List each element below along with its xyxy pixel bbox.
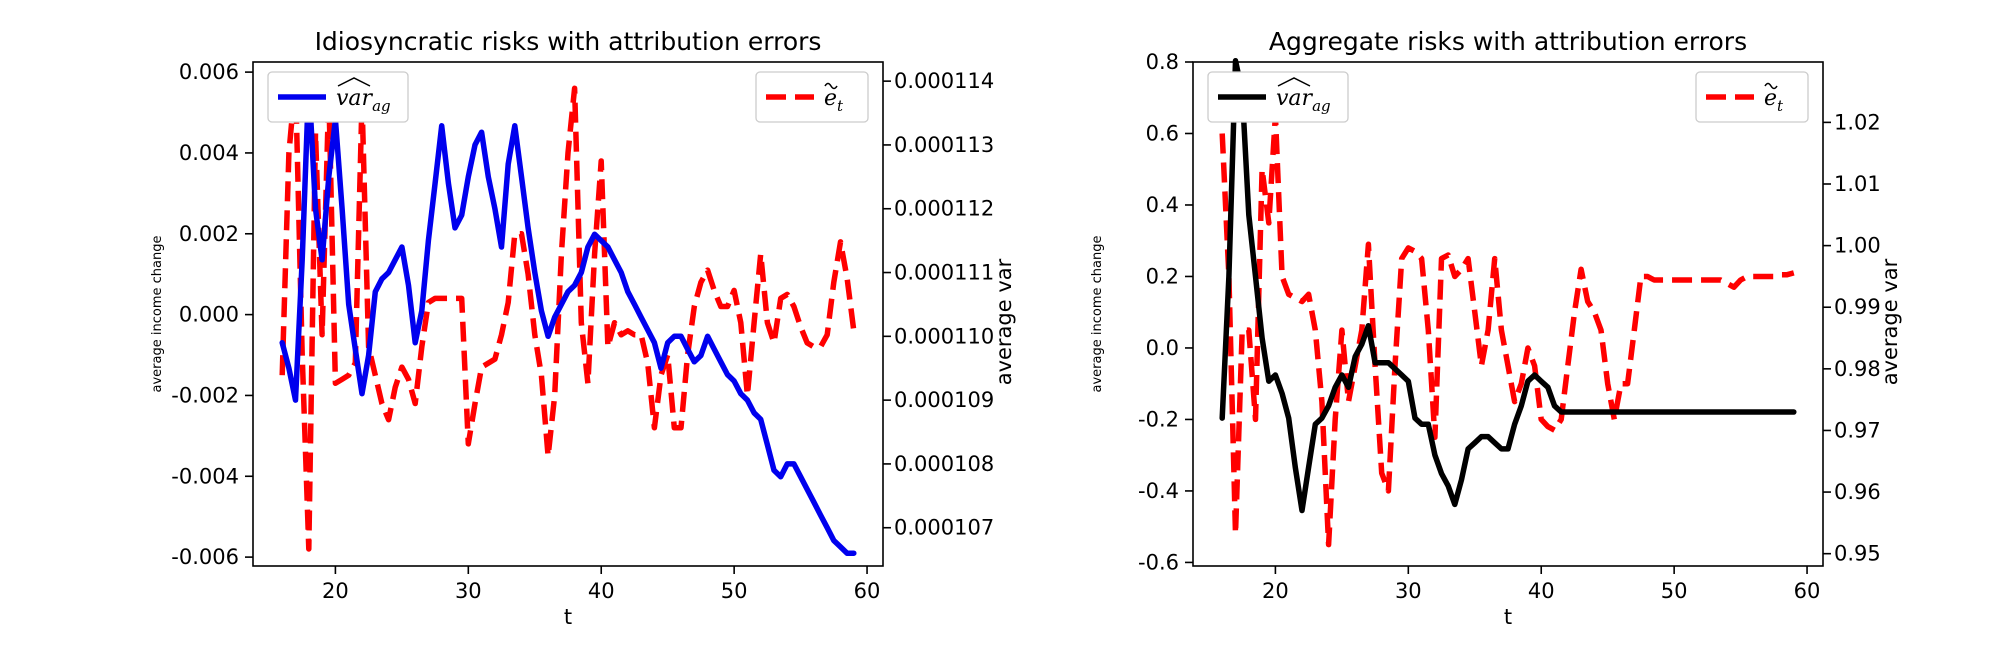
legend-tilde-accent [1764,82,1778,90]
y-tick-label-right: 0.99 [1834,295,1881,319]
x-tick-label: 30 [455,579,482,603]
y-tick-label-left: 0.4 [1146,193,1179,217]
series-line-var-ag [1219,58,1797,514]
y-tick-label-left: 0.6 [1146,121,1179,145]
series-line-var-ag [279,78,857,556]
y-tick-label-right: 0.000110 [894,324,994,348]
legend-label: varag [1276,86,1331,115]
y-tick-label-left: -0.2 [1138,407,1179,431]
x-tick-label: 60 [1794,579,1821,603]
legend-label: et [1764,86,1784,115]
y-tick-label-left: -0.4 [1138,479,1179,503]
series-line-e-t [1219,112,1795,548]
x-axis-label: t [1504,605,1512,629]
x-tick-label: 20 [1262,579,1289,603]
legend-left: varag [267,71,409,123]
y-axis-label-left: average income change [1090,236,1105,393]
legend-box [267,71,409,123]
y-tick-label-left: -0.6 [1138,550,1179,574]
legend-right: et [755,71,869,123]
series-line-e-t [279,77,857,552]
x-tick-label: 50 [721,579,748,603]
y-tick-label-left: 0.2 [1146,264,1179,288]
legend-tilde-accent [824,82,838,90]
y-tick-label-left: 0.8 [1146,50,1179,74]
y-tick-label-right: 0.000111 [894,261,994,285]
x-tick-label: 40 [588,579,615,603]
x-tick-label: 50 [1661,579,1688,603]
y-tick-label-left: 0.002 [179,222,239,246]
chart-panel-1: 20 30 40 50 60 -0.006 -0.004 -0.002 0.000 0.002 0.… [150,27,1016,629]
y-tick-label-left: -0.006 [171,545,239,569]
chart-title: Aggregate risks with attribution errors [1269,27,1747,56]
y-tick-label-right: 0.98 [1834,357,1881,381]
y-tick-label-right: 1.00 [1834,234,1881,258]
legend-hat-accent [337,77,371,87]
y-tick-label-left: -0.004 [171,464,239,488]
x-tick-label: 60 [854,579,881,603]
legend-hat-accent [1277,77,1311,87]
y-tick-label-right: 0.000112 [894,197,994,221]
y-tick-label-right: 0.97 [1834,418,1881,442]
legend-right: et [1695,71,1809,123]
legend-box [1207,71,1349,123]
chart-panel-2: 20 30 40 50 60 -0.6 -0.4 -0.2 0.0 0.2 0.4 0.6 0.8 0.9… [1090,27,1902,629]
legend-left: varag [1207,71,1349,123]
chart-title: Idiosyncratic risks with attribution err… [315,27,822,56]
y-tick-label-left: 0.006 [179,60,239,84]
y-tick-label-right: 0.000109 [894,388,994,412]
y-tick-label-right: 0.000108 [894,452,994,476]
y-tick-label-right: 0.95 [1834,542,1881,566]
legend-label: et [824,86,844,115]
y-tick-label-left: 0.004 [179,141,239,165]
plot-frame [1192,61,1824,567]
y-tick-label-right: 1.01 [1834,172,1881,196]
y-tick-label-right: 0.000114 [894,69,994,93]
x-axis-label: t [564,605,572,629]
y-tick-label-right: 0.96 [1834,480,1881,504]
y-tick-label-right: 0.000113 [894,133,994,157]
y-axis-label-left: average income change [150,236,165,393]
y-tick-label-left: -0.002 [171,383,239,407]
y-tick-label-left: 0.0 [1146,336,1179,360]
y-tick-label-right: 0.000107 [894,516,994,540]
y-axis-label-right: average var [992,258,1016,385]
y-axis-label-right: average var [1878,258,1902,385]
y-tick-label-right: 1.02 [1834,110,1881,134]
legend-label: varag [336,86,391,115]
x-tick-label: 20 [322,579,349,603]
x-tick-label: 40 [1528,579,1555,603]
x-tick-label: 30 [1395,579,1422,603]
y-tick-label-left: 0.000 [179,303,239,327]
